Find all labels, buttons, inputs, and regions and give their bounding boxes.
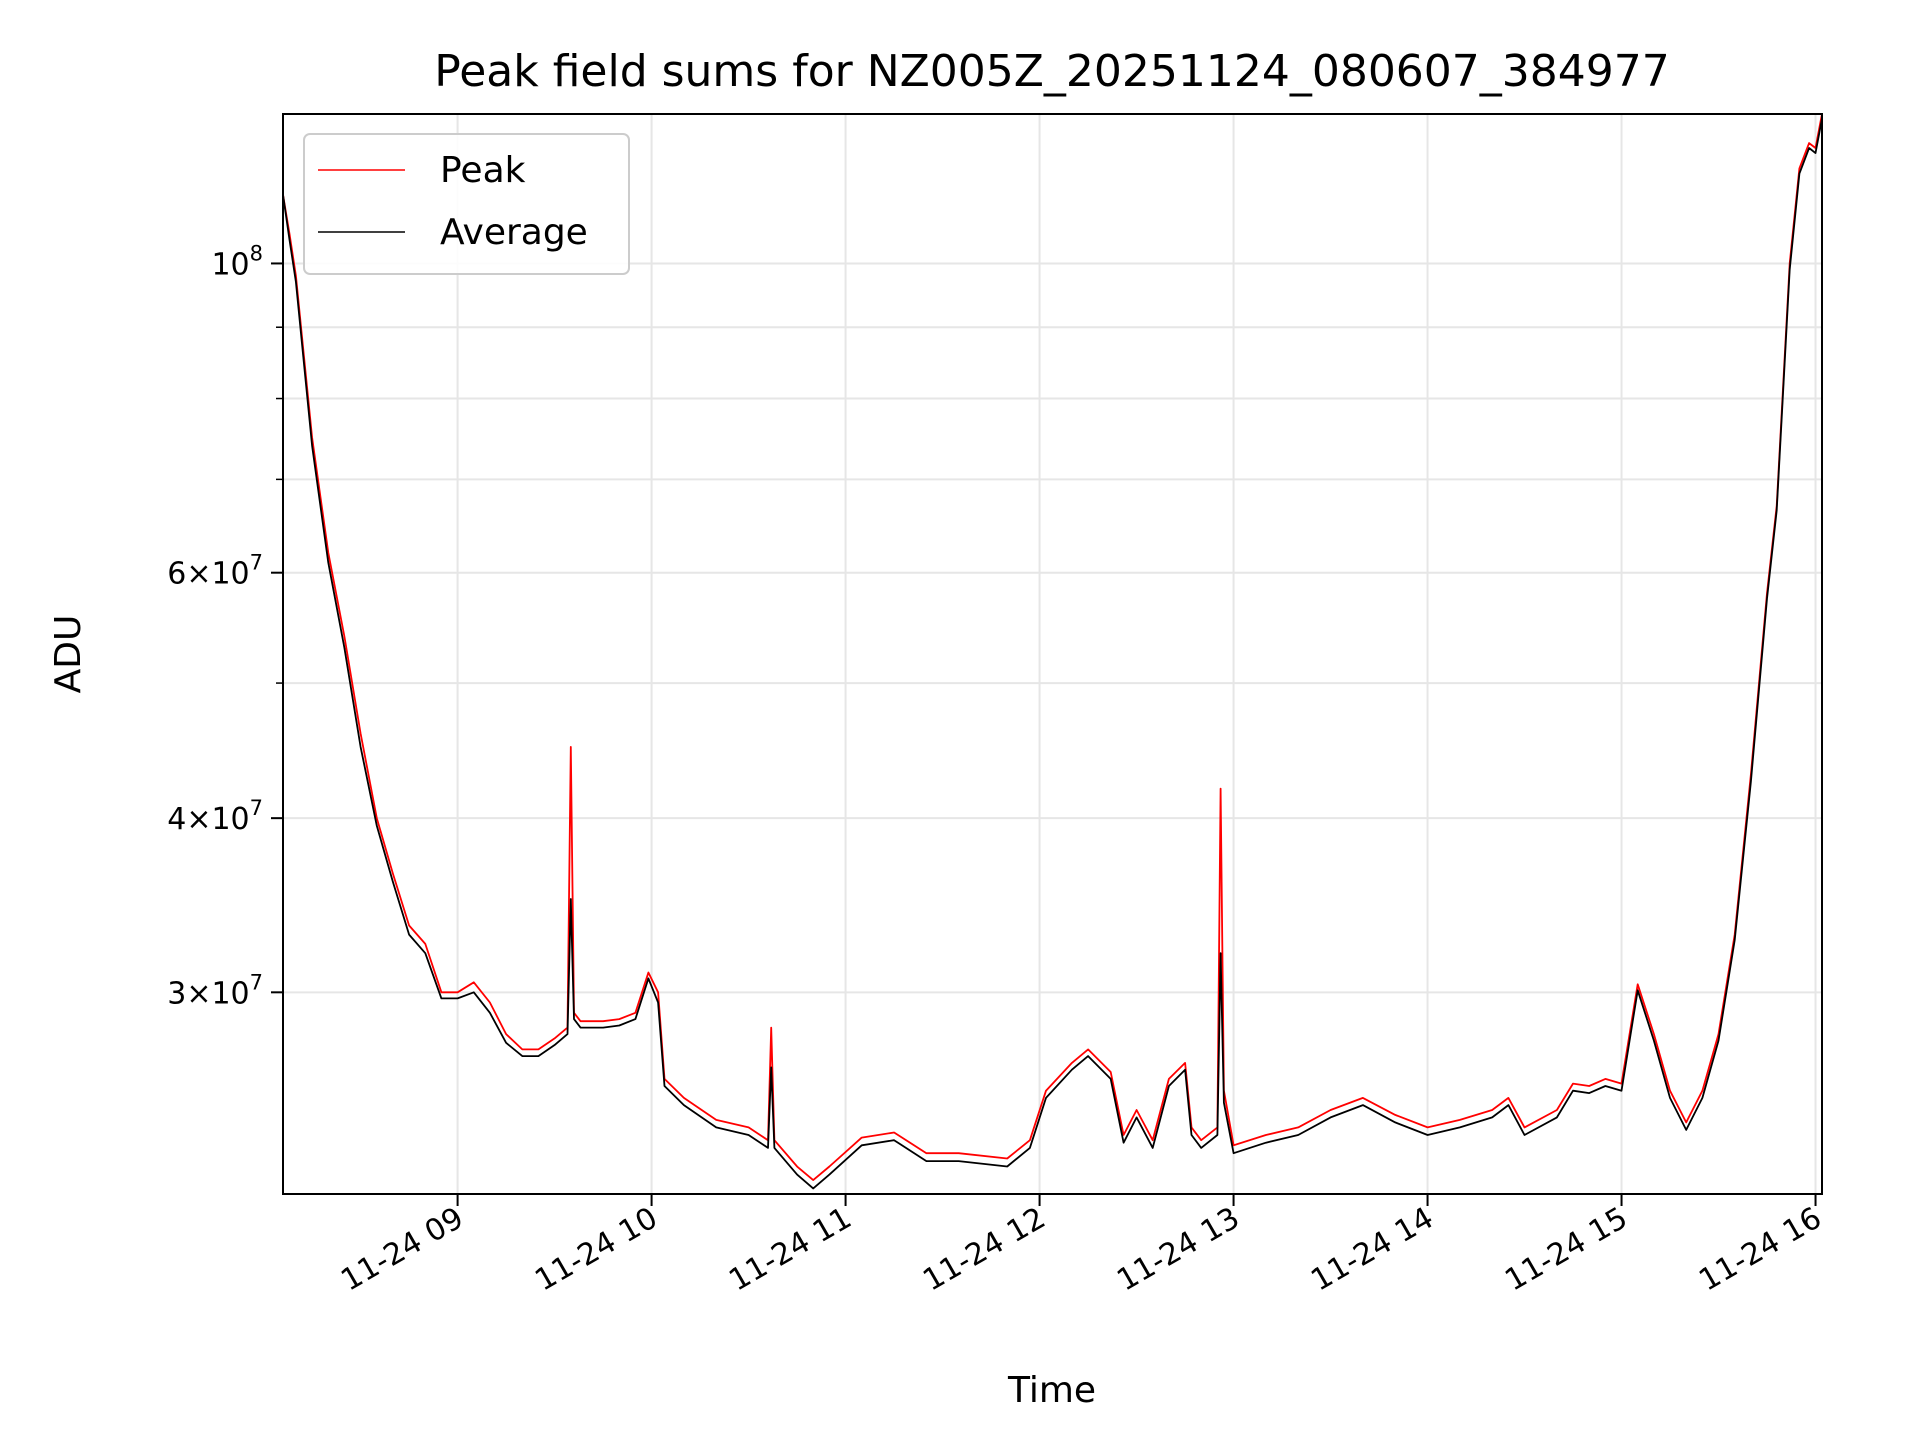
y-tick-label: 6×107 [167,551,263,592]
y-axis: 3×107 4×107 6×107 108 [167,241,283,1011]
chart-title: Peak field sums for NZ005Z_20251124_0806… [434,46,1670,97]
plot-frame [282,113,1823,1195]
legend-box [303,133,630,275]
legend-label-peak: Peak [440,150,526,191]
x-axis-label: Time [1007,1370,1096,1411]
series-line-average [283,118,1822,1190]
legend: Peak Average [303,133,630,275]
y-tick-label: 4×107 [167,796,263,837]
series-line-peak [283,114,1822,1181]
legend-label-average: Average [440,212,588,253]
y-tick-label: 3×107 [167,970,263,1011]
y-tick-label: 108 [211,241,263,282]
grid [283,114,1822,1194]
y-axis-label: ADU [48,615,89,694]
series-layer [283,114,1822,1190]
